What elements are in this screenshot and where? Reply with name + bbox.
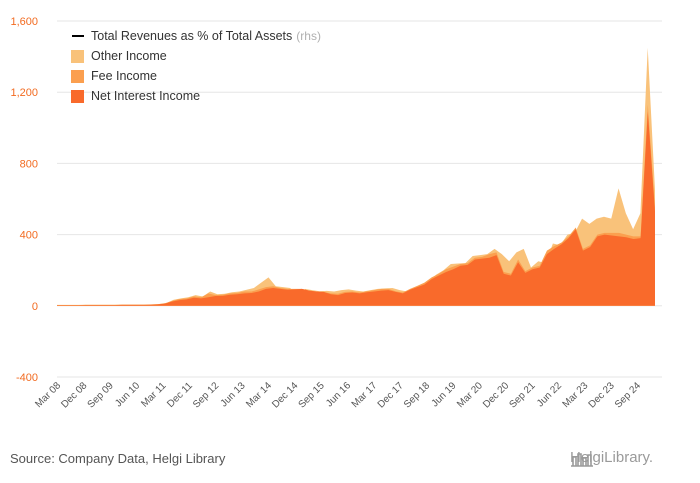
legend-label: Total Revenues as % of Total Assets (rhs) bbox=[91, 29, 321, 43]
legend-swatch bbox=[71, 70, 84, 83]
y-tick-label: 0 bbox=[32, 301, 38, 313]
y-tick-label: 400 bbox=[20, 230, 38, 242]
x-tick-label: Sep 21 bbox=[507, 380, 537, 410]
legend-label: Fee Income bbox=[91, 69, 157, 83]
legend-swatch bbox=[71, 90, 84, 103]
legend-label: Other Income bbox=[91, 49, 167, 63]
x-tick-label: Dec 17 bbox=[376, 380, 406, 410]
x-tick-label: Sep 09 bbox=[86, 380, 116, 410]
source-note: Source: Company Data, Helgi Library bbox=[10, 451, 226, 466]
legend-rhs-suffix: (rhs) bbox=[296, 29, 321, 43]
x-tick-label: Sep 18 bbox=[402, 380, 432, 410]
x-tick-label: Dec 14 bbox=[270, 380, 300, 410]
area-net-interest-income bbox=[57, 111, 655, 306]
x-tick-label: Jun 10 bbox=[113, 380, 142, 409]
library-icon bbox=[571, 453, 593, 467]
x-tick-label: Jun 19 bbox=[430, 380, 459, 409]
x-tick-label: Jun 22 bbox=[535, 380, 564, 409]
x-tick-label: Mar 14 bbox=[244, 380, 274, 410]
x-tick-label: Mar 08 bbox=[33, 380, 63, 410]
x-tick-label: Dec 11 bbox=[165, 380, 195, 410]
legend-label: Net Interest Income bbox=[91, 89, 200, 103]
x-tick-label: Sep 12 bbox=[191, 380, 221, 410]
y-tick-label: -400 bbox=[16, 372, 38, 384]
x-tick-label: Sep 24 bbox=[613, 380, 643, 410]
x-tick-label: Dec 20 bbox=[481, 380, 511, 410]
x-tick-label: Sep 15 bbox=[297, 380, 327, 410]
x-tick-label: Dec 23 bbox=[587, 380, 617, 410]
legend-swatch bbox=[71, 50, 84, 63]
x-tick-label: Mar 23 bbox=[561, 380, 591, 410]
x-tick-label: Mar 17 bbox=[350, 380, 380, 410]
x-tick-label: Mar 20 bbox=[455, 380, 485, 410]
y-tick-label: 800 bbox=[20, 158, 38, 170]
x-tick-label: Dec 08 bbox=[59, 380, 89, 410]
x-tick-label: Mar 11 bbox=[139, 380, 169, 410]
y-tick-label: 1,200 bbox=[10, 87, 38, 99]
x-tick-label: Jun 13 bbox=[219, 380, 248, 409]
y-tick-label: 1,600 bbox=[10, 16, 38, 28]
brand-logo: HelgiLibrary. bbox=[570, 449, 653, 467]
x-tick-label: Jun 16 bbox=[324, 380, 353, 409]
